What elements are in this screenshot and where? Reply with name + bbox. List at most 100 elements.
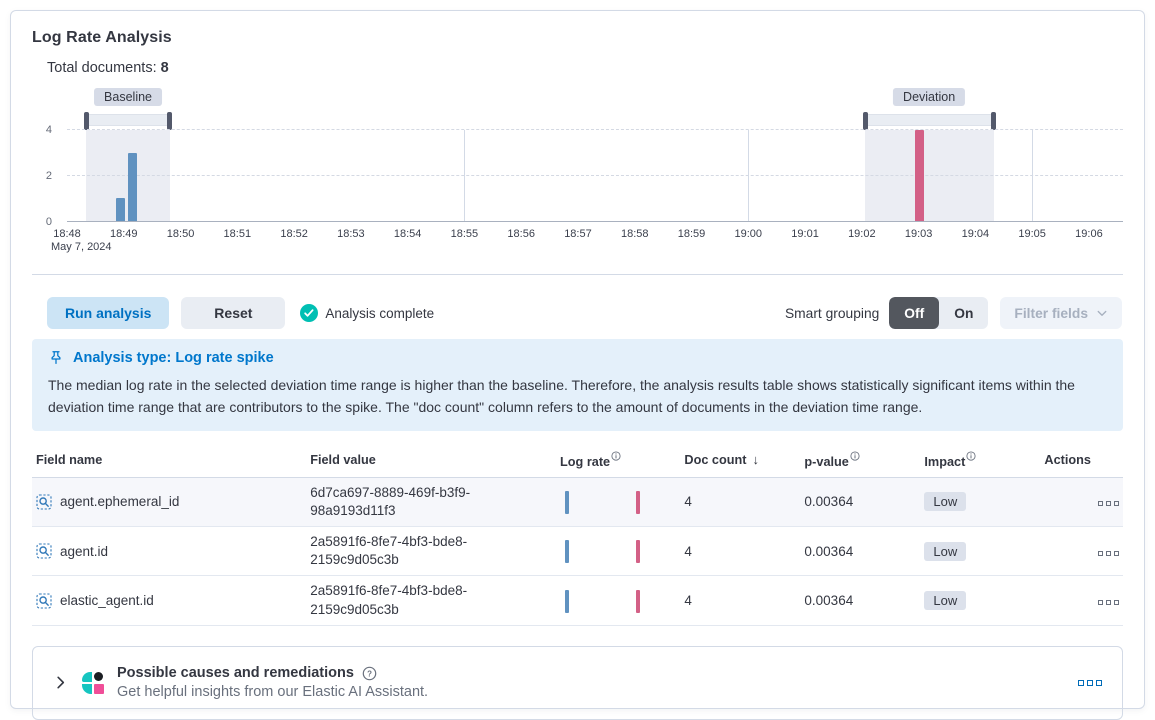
sparkline-deviation-bar: [635, 540, 640, 564]
doc-count-value: 4: [684, 575, 805, 626]
impact-badge: Low: [924, 541, 967, 561]
chart-baseline-badge: Baseline: [94, 88, 163, 106]
x-axis-label: 18:59: [677, 228, 706, 240]
filter-fields-button[interactable]: Filter fields: [1000, 297, 1122, 329]
field-stats-icon[interactable]: [36, 543, 52, 559]
row-actions-button[interactable]: [1098, 600, 1119, 606]
x-axis-label: 19:04: [961, 228, 990, 240]
accordion-title: Possible causes and remediations: [117, 665, 354, 682]
accordion-text: Possible causes and remediations ? Get h…: [117, 665, 428, 700]
y-axis-label: 4: [45, 124, 52, 136]
row-actions-button[interactable]: [1098, 550, 1119, 556]
x-axis-label: 18:58: [620, 228, 649, 240]
chart-bar-baseline: [128, 152, 138, 221]
x-axis-label: 18:54: [393, 228, 422, 240]
analysis-status: Analysis complete: [300, 304, 434, 322]
total-documents: Total documents: 8: [47, 60, 1123, 76]
field-name: elastic_agent.id: [60, 593, 154, 609]
row-actions-button[interactable]: [1098, 501, 1119, 507]
field-stats-icon[interactable]: [36, 593, 52, 609]
check-circle-icon: [300, 304, 319, 322]
field-value: 2a5891f6-8fe7-4bf3-bde8-2159c9d05c3b: [310, 534, 468, 568]
y-gridline: [67, 129, 1123, 130]
x-axis-label: 19:00: [734, 228, 763, 240]
x-axis-label: 19:05: [1018, 228, 1046, 240]
filter-fields-label: Filter fields: [1014, 305, 1088, 321]
doc-count-value: 4: [684, 477, 805, 528]
chart-deviation-brush-handle-left[interactable]: [862, 112, 868, 130]
smart-grouping-off-button[interactable]: Off: [889, 297, 940, 329]
x-axis-label: 18:53: [337, 228, 365, 240]
chart-deviation-window[interactable]: [864, 130, 994, 221]
x-axis-label: 19:01: [791, 228, 819, 240]
x-gridline: [748, 130, 750, 221]
total-documents-value: 8: [160, 60, 169, 76]
x-axis-label: 18:48: [53, 228, 81, 240]
chart-deviation-brush[interactable]: [862, 112, 996, 130]
x-axis-label: 18:56: [507, 228, 535, 240]
chart-plot-area: [67, 129, 1123, 222]
log-rate-analysis-panel: Log Rate Analysis Total documents: 8 Bas…: [10, 10, 1145, 720]
chart-bar-deviation: [915, 130, 925, 221]
column-header-impact[interactable]: Impact: [924, 443, 1045, 478]
column-header-field-name[interactable]: Field name: [32, 443, 311, 478]
x-axis-label: 19:02: [848, 228, 876, 240]
info-icon: [966, 450, 976, 464]
column-header-actions: Actions: [1044, 443, 1123, 478]
section-divider: [32, 274, 1123, 275]
x-axis-label: 18:50: [166, 228, 195, 240]
reset-button[interactable]: Reset: [181, 297, 286, 329]
pin-icon: [51, 351, 61, 365]
field-stats-icon[interactable]: [36, 494, 52, 510]
chart-baseline-brush-handle-right[interactable]: [167, 112, 173, 130]
svg-text:?: ?: [367, 669, 372, 678]
chart-y-axis: 0 2 4: [32, 124, 58, 228]
chart-baseline-brush[interactable]: [83, 112, 173, 130]
doc-count-value: 4: [684, 526, 805, 577]
x-axis-label: 18:52: [280, 228, 308, 240]
log-rate-sparkline: [560, 489, 644, 515]
run-analysis-button[interactable]: Run analysis: [47, 297, 170, 329]
column-header-log-rate[interactable]: Log rate: [560, 443, 685, 478]
sparkline-deviation-bar: [635, 490, 640, 514]
x-axis-date-label: May 7, 2024: [51, 241, 112, 253]
chevron-down-icon: [1097, 310, 1107, 316]
chevron-right-icon[interactable]: [53, 675, 68, 690]
possible-causes-accordion[interactable]: Possible causes and remediations ? Get h…: [32, 645, 1123, 720]
x-axis-label: 18:49: [110, 228, 138, 240]
field-name: agent.id: [60, 543, 109, 559]
chart-deviation-badge: Deviation: [893, 88, 966, 106]
column-header-field-value[interactable]: Field value: [310, 443, 561, 478]
analysis-status-text: Analysis complete: [325, 305, 435, 321]
sparkline-baseline-bar: [565, 490, 570, 514]
x-axis-label: 18:51: [223, 228, 252, 240]
callout-title-row: Analysis type: Log rate spike: [48, 350, 1107, 366]
table-row: agent.id 2a5891f6-8fe7-4bf3-bde8-2159c9d…: [32, 526, 1123, 577]
accordion-actions-button[interactable]: [1078, 679, 1102, 686]
y-axis-label: 2: [45, 170, 52, 182]
sort-desc-icon: ↓: [752, 452, 759, 468]
chart-bar-baseline: [116, 198, 126, 221]
smart-grouping-on-button[interactable]: On: [939, 297, 988, 329]
x-axis-label: 19:03: [904, 228, 933, 240]
field-value: 6d7ca697-8889-469f-b3f9-98a9193d11f3: [310, 484, 471, 518]
analysis-toolbar: Run analysis Reset Analysis complete Sma…: [47, 297, 1123, 329]
y-gridline: [67, 174, 1123, 176]
chart-brush-layer: Baseline Deviation: [67, 88, 1123, 130]
field-name: agent.ephemeral_id: [60, 494, 180, 510]
p-value: 0.00364: [804, 477, 925, 528]
info-icon: [611, 450, 621, 464]
column-header-doc-count[interactable]: Doc count ↓: [684, 443, 805, 478]
chart-baseline-window[interactable]: [85, 130, 171, 221]
smart-grouping-label: Smart grouping: [784, 305, 880, 321]
column-header-p-value[interactable]: p-value: [804, 443, 925, 478]
chart-deviation-brush-handle-right[interactable]: [990, 112, 996, 130]
log-rate-sparkline: [560, 538, 644, 564]
x-axis-label: 18:57: [564, 228, 592, 240]
table-header-row: Field name Field value Log rate Doc coun…: [32, 443, 1123, 478]
impact-badge: Low: [924, 591, 967, 611]
chart-baseline-brush-handle-left[interactable]: [83, 112, 89, 130]
smart-grouping-toggle: Off On: [889, 297, 989, 329]
info-icon: [850, 450, 860, 464]
